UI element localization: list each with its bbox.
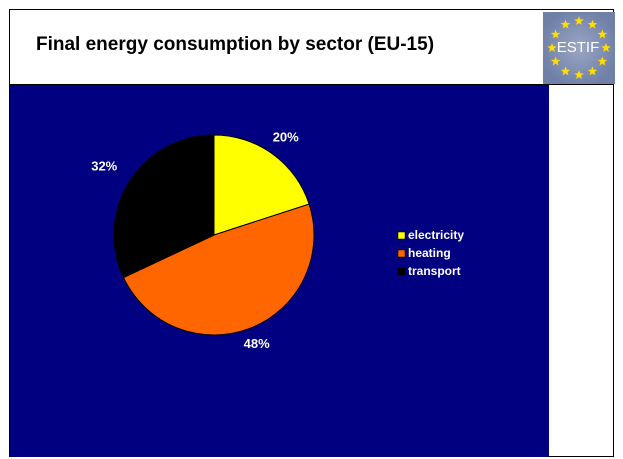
title-divider [9,84,614,85]
legend-swatch-transport [397,267,406,276]
legend-label-electricity: electricity [408,228,464,242]
logo-emblem-icon [543,12,615,84]
pie-chart: 20% 48% 32% electricity heating transport [91,129,464,351]
pie-slice-heating [122,203,315,336]
data-label-heating: 48% [244,336,270,351]
logo-text: ESTIF [556,39,600,56]
legend-swatch-electricity [397,231,406,240]
data-label-transport: 32% [91,158,117,173]
estif-logo: ESTIF [539,8,619,88]
slide-title: Final energy consumption by sector (EU-1… [36,34,435,55]
pie-slice-electricity [213,134,310,236]
legend-label-heating: heating [408,246,451,260]
chart-plot-area: 20% 48% 32% electricity heating transport [10,85,549,457]
legend-item-transport: transport [397,264,461,278]
data-label-electricity: 20% [273,129,299,144]
legend-item-electricity: electricity [397,228,464,242]
legend-item-heating: heating [397,246,451,260]
legend-swatch-heating [397,249,406,258]
legend-label-transport: transport [408,264,461,278]
pie-slice-transport [113,134,215,279]
